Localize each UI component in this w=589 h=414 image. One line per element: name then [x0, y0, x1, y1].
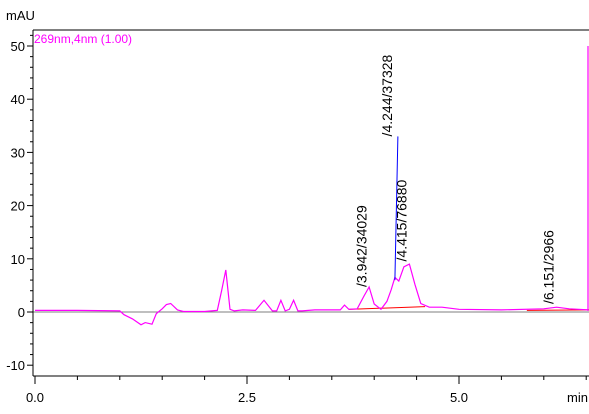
y-tick-label: 50 — [11, 39, 25, 54]
y-tick-label: 30 — [11, 145, 25, 160]
y-unit-label: mAU — [6, 8, 35, 23]
peak-leader-line — [394, 136, 399, 281]
y-ticks: -10 0 10 20 30 40 50 — [6, 34, 33, 373]
x-ticks: 0.02.55.07.510.0 — [26, 376, 587, 405]
x-tick-label: 5.0 — [450, 390, 468, 405]
y-tick-label: 0 — [18, 305, 25, 320]
x-axis: 0.02.55.07.510.0 min — [26, 375, 589, 405]
x-tick-label: 0.0 — [26, 390, 44, 405]
peak-baseline — [348, 306, 426, 310]
peak-label: /4.415/76880 — [393, 180, 409, 262]
peak-label: /3.942/34029 — [353, 205, 369, 287]
y-tick-label: 10 — [11, 252, 25, 267]
y-tick-label: 20 — [11, 199, 25, 214]
peak-label: /6.151/2966 — [541, 230, 557, 304]
x-unit-label: min — [567, 390, 588, 405]
series-trace-269nm — [35, 46, 589, 326]
y-tick-label: -10 — [6, 358, 25, 373]
peak-labels: /3.942/34029/4.244/37328/4.415/76880/6.1… — [353, 54, 557, 304]
y-tick-label: 40 — [11, 92, 25, 107]
peak-label: /4.244/37328 — [379, 54, 395, 136]
x-tick-label: 2.5 — [238, 390, 256, 405]
legend-label: 269nm,4nm (1.00) — [34, 32, 132, 46]
y-axis: -10 0 10 20 30 40 50 mAU — [6, 8, 589, 376]
